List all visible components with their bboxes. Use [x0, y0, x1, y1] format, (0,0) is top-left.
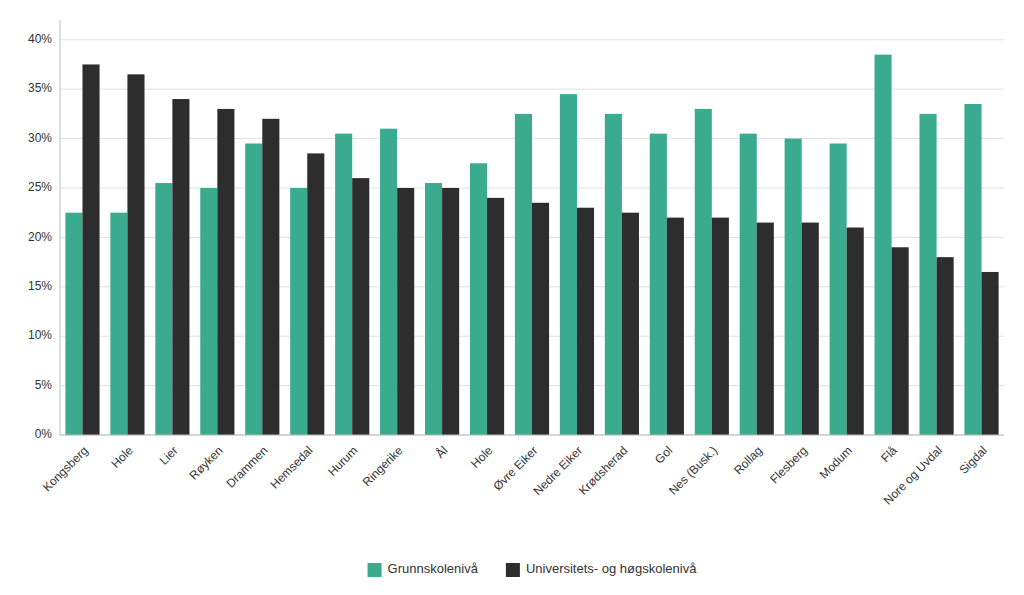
bar: [425, 183, 442, 435]
x-tick-label: Lier: [157, 443, 181, 467]
x-tick-label: Røyken: [187, 443, 226, 482]
bar: [740, 134, 757, 435]
grid-line: [60, 435, 1004, 436]
bar: [262, 119, 279, 435]
x-tick-label: Flesberg: [767, 443, 810, 486]
y-tick-label: 25%: [28, 180, 52, 194]
x-tick-label: Modum: [817, 443, 855, 481]
bar: [875, 55, 892, 435]
y-axis: 0% 5% 10% 15% 20% 25% 30% 35% 40%: [28, 20, 60, 441]
bar: [307, 153, 324, 435]
x-tick-label: Nes (Busk.): [666, 443, 720, 497]
bar: [65, 213, 82, 435]
bar: [695, 109, 712, 435]
bar: [155, 183, 172, 435]
x-tick-label: Krødsherad: [576, 443, 630, 497]
x-tick-label: Ringerike: [360, 443, 406, 489]
x-tick-label: Hemsedal: [267, 443, 315, 491]
bar: [919, 114, 936, 435]
bar: [830, 144, 847, 435]
x-tick-label: Drammen: [223, 443, 270, 490]
bar: [650, 134, 667, 435]
bar: [892, 247, 909, 435]
chart-container: 0% 5% 10% 15% 20% 25% 30% 35% 40% Kongsberg Hole Li…: [0, 0, 1024, 595]
bar: [785, 139, 802, 435]
series: [65, 55, 981, 435]
y-tick-label: 30%: [28, 131, 52, 145]
bar: [515, 114, 532, 435]
legend-label: Universitets- og høgskolenivå: [526, 561, 697, 576]
y-tick-label: 40%: [28, 32, 52, 46]
bar: [487, 198, 504, 435]
x-tick-label: Gol: [652, 443, 675, 466]
x-tick-label: Hurum: [325, 443, 360, 478]
bar: [802, 223, 819, 435]
x-axis-line: [60, 435, 1004, 436]
bar: [712, 218, 729, 435]
x-tick-label: Hole: [468, 443, 496, 471]
y-tick-label: 35%: [28, 81, 52, 95]
bar: [532, 203, 549, 435]
bar: [217, 109, 234, 435]
legend-item: Universitets- og høgskolenivå: [506, 561, 697, 577]
x-tick-label: Sigdal: [956, 443, 989, 476]
legend-swatch: [368, 563, 382, 577]
bar: [964, 104, 981, 435]
grid-line: [60, 39, 1004, 40]
bar: [352, 178, 369, 435]
bar: [397, 188, 414, 435]
bar: [560, 94, 577, 435]
bar: [622, 213, 639, 435]
x-tick-label: Flå: [878, 443, 900, 465]
bar: [937, 257, 954, 435]
bar: [982, 272, 999, 435]
y-tick-label: 20%: [28, 230, 52, 244]
legend-item: Grunnskolenivå: [368, 561, 479, 577]
bar: [667, 218, 684, 435]
x-tick-label: Nore og Uvdal: [881, 443, 945, 507]
bar: [335, 134, 352, 435]
y-tick-label: 10%: [28, 328, 52, 342]
x-tick-label: Kongsberg: [40, 443, 91, 494]
bar: [127, 74, 144, 435]
bar: [290, 188, 307, 435]
bar: [757, 223, 774, 435]
y-tick-label: 5%: [35, 378, 53, 392]
grid-line: [60, 89, 1004, 90]
y-axis-line: [60, 20, 61, 435]
bar: [380, 129, 397, 435]
x-tick-label: Ål: [432, 443, 450, 461]
bar: [82, 64, 99, 435]
bar: [577, 208, 594, 435]
bar: [470, 163, 487, 435]
bar: [245, 144, 262, 435]
bar: [605, 114, 622, 435]
bars: [65, 55, 998, 435]
x-tick-label: Rollag: [731, 443, 765, 477]
y-grid: [60, 40, 1004, 435]
legend-swatch: [506, 563, 520, 577]
bar: [442, 188, 459, 435]
bar: [847, 228, 864, 436]
bar: [172, 99, 189, 435]
chart-svg: 0% 5% 10% 15% 20% 25% 30% 35% 40% Kongsberg Hole Li…: [0, 0, 1024, 595]
x-tick-label: Hole: [108, 443, 136, 471]
y-tick-label: 0%: [35, 427, 53, 441]
legend: Grunnskolenivå Universitets- og høgskolen…: [368, 561, 698, 577]
bar: [200, 188, 217, 435]
series: [82, 64, 998, 435]
bar: [110, 213, 127, 435]
legend-label: Grunnskolenivå: [388, 561, 479, 576]
x-axis: Kongsberg Hole LierRøykenDrammenHemsedal Hu…: [40, 443, 990, 508]
y-tick-label: 15%: [28, 279, 52, 293]
